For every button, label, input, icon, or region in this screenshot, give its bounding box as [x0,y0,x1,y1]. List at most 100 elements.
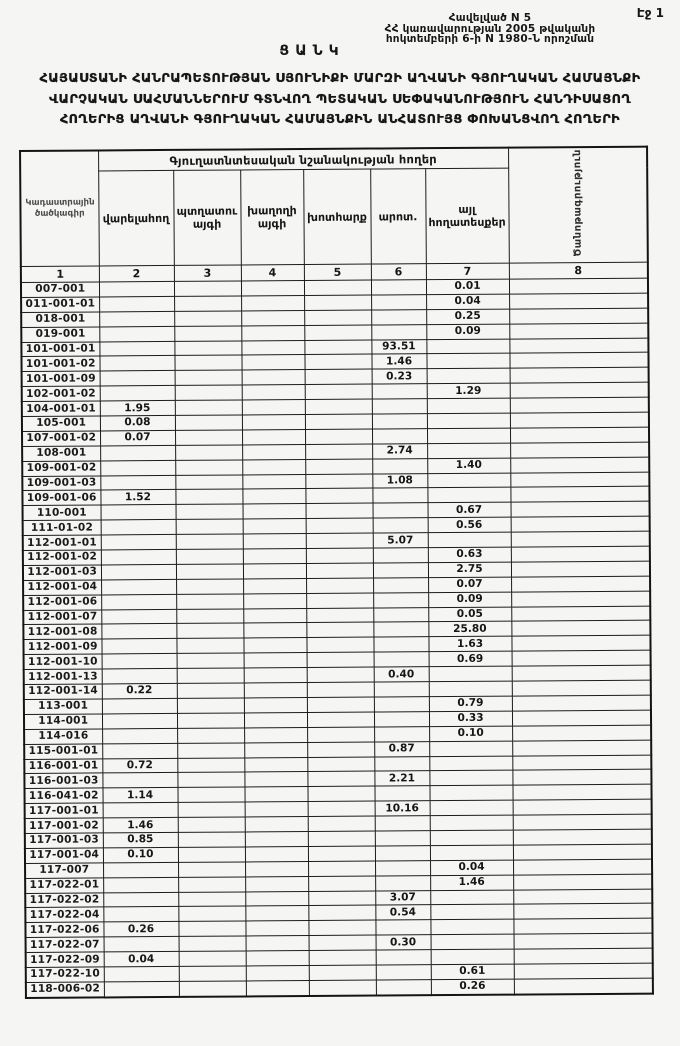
area-value-cell [98,281,175,297]
cadastral-code-cell: 112-001-13 [23,669,102,685]
area-value-cell [371,413,427,429]
area-value-cell [99,311,175,327]
area-value-cell: 25.80 [428,621,512,638]
arable-land-header: վարելահող [98,170,174,266]
area-value-cell [511,709,652,726]
area-value-cell [373,592,429,608]
area-value-cell [510,516,650,533]
cadastral-code-cell: 018-001 [21,311,100,328]
area-value-cell: 1.40 [427,457,511,474]
area-value-cell [373,577,429,593]
area-value-cell [242,563,307,579]
cadastral-code-cell: 107-001-02 [22,430,101,447]
title-line: ՀԱՅԱՍՏԱՆԻ ՀԱՆՐԱՊԵՏՈՒԹՅԱՆ ՍՅՈՒՆԻՔԻ ՄԱՐԶԻ … [39,71,641,86]
cadastral-code-cell: 114-001 [23,713,103,730]
area-value-cell [304,414,372,430]
area-value-cell [427,532,511,548]
area-value-cell [305,562,374,579]
area-value-cell [102,728,178,744]
area-value-cell [375,979,431,996]
area-value-cell [511,605,651,622]
area-value-cell [245,980,309,997]
area-value-cell [371,398,427,415]
area-value-cell [426,427,511,444]
area-value-cell [305,548,373,564]
area-value-cell [243,623,307,639]
cadastral-code-cell: 105-001 [21,415,100,432]
area-value-cell [305,533,373,549]
area-value-cell [241,369,305,386]
area-value-cell [513,903,653,920]
area-value-cell [372,458,428,474]
area-value-cell [375,860,431,876]
area-value-cell [101,653,177,670]
area-value-cell [241,429,306,445]
area-value-cell [178,906,246,922]
cadastral-code-cell: 117-022-09 [25,952,104,968]
area-value-cell [306,592,374,609]
cadastral-code-cell: 112-001-08 [23,624,102,640]
area-value-cell [511,665,651,682]
area-value-cell [243,667,307,684]
area-value-cell [176,608,244,624]
area-value-cell: 0.23 [371,369,427,385]
area-value-cell [178,980,246,997]
other-lands-header: այլ հողատեսքեր [425,168,509,264]
area-value-cell [374,785,430,802]
area-value-cell [509,382,649,399]
area-value-cell [103,862,179,878]
area-value-cell [176,593,244,610]
area-value-cell [371,294,427,310]
area-value-cell: 0.72 [102,757,178,774]
area-value-cell [304,399,372,415]
area-value-cell [428,666,512,682]
title-line: ՎԱՐՉԱԿԱՆ ՍԱՀՄԱՆՆԵՐՈՒՄ ԳՏՆՎՈՂ ՊԵՏԱԿԱՆ ՍԵՓ… [48,91,631,107]
area-value-cell [512,739,652,756]
area-value-cell [244,771,308,788]
area-value-cell [307,771,375,787]
area-value-cell [308,965,376,981]
area-value-cell: 0.56 [427,517,511,533]
cadastral-code-cell: 108-001 [22,445,101,462]
area-value-cell [511,650,651,667]
appendix-reference: Հավելված N 5 ՀՀ կառավարության 2005 թվակա… [340,13,640,45]
area-value-cell [173,280,242,297]
area-value-cell [374,815,430,831]
area-value-cell [101,594,177,610]
area-value-cell [241,295,305,311]
area-value-cell [512,799,652,816]
cadastral-code-cell: 117-022-10 [25,966,104,983]
area-value-cell [306,711,375,728]
area-value-cell [306,577,374,594]
area-value-cell: 0.10 [102,847,179,863]
area-value-cell [242,474,306,490]
cadastral-code-cell: 007-001 [20,281,100,298]
area-value-cell [513,858,653,875]
area-value-cell [375,875,431,891]
area-value-cell [509,352,649,369]
area-value-cell: 2.21 [374,771,430,787]
cadastral-code-cell: 109-001-02 [22,460,101,477]
cadastral-code-cell: 117-001-04 [24,847,104,864]
area-value-cell [307,741,375,758]
area-value-cell [99,326,175,342]
area-value-cell: 0.33 [428,710,513,727]
note-column-header: Ծանոթագրություն [508,146,648,264]
area-value-cell [308,860,376,877]
vineyard-header: խաղողի այգի [240,169,304,265]
cadastral-code-cell: 102-001-02 [21,386,100,402]
area-value-cell [511,620,651,637]
area-value-cell [100,534,176,550]
area-value-cell [178,876,246,892]
area-value-cell [242,444,306,460]
area-value-cell [429,755,513,772]
area-value-cell [244,786,308,803]
area-value-cell: 0.04 [430,859,514,876]
area-value-cell [245,861,309,877]
area-value-cell [307,726,375,743]
area-value-cell [306,667,374,683]
area-value-cell [307,845,376,862]
area-value-cell [306,696,374,713]
area-value-cell: 0.87 [374,741,430,757]
